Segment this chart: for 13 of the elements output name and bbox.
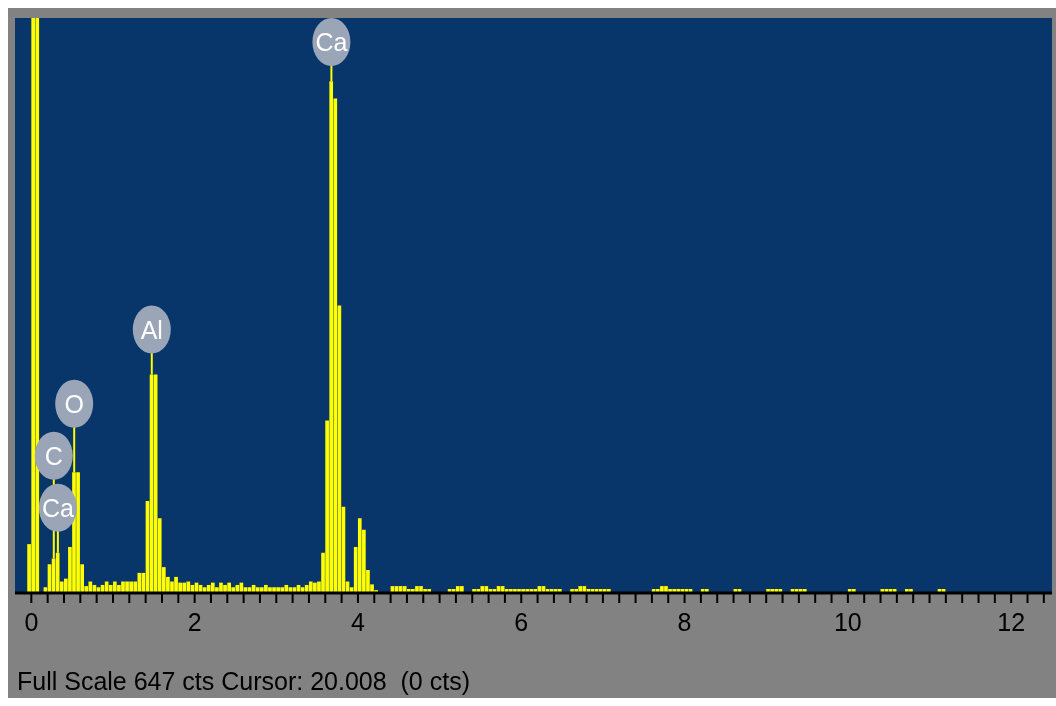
annotation: C bbox=[44, 441, 63, 470]
x-tick-label: 10 bbox=[833, 607, 862, 636]
text: Full Scale 647 cts Cursor: 20.008 (0 cts) bbox=[17, 667, 470, 695]
annotation: Ca bbox=[315, 28, 348, 56]
annotation: O bbox=[64, 389, 84, 418]
x-tick-label: 6 bbox=[514, 607, 529, 636]
x-tick-label: 8 bbox=[677, 607, 692, 636]
x-tick-label: 12 bbox=[997, 607, 1026, 636]
annotation: Ca bbox=[41, 493, 74, 522]
x-tick-label: 0 bbox=[24, 607, 39, 636]
x-tick-label: 2 bbox=[187, 607, 202, 636]
x-tick-label: 4 bbox=[350, 607, 365, 636]
annotation: Al bbox=[140, 315, 163, 344]
